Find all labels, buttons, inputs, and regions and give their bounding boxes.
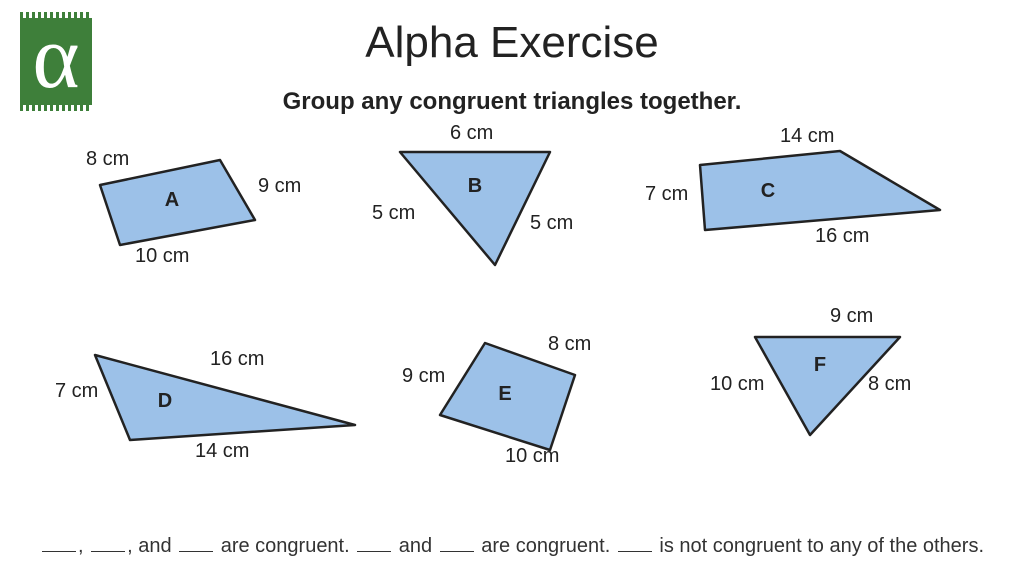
- footer-text: is not congruent to any of the others.: [654, 535, 984, 557]
- page-subtitle: Group any congruent triangles together.: [0, 88, 1024, 116]
- blank-6: [618, 534, 652, 552]
- triangle-C-side-left: 7 cm: [645, 183, 688, 206]
- triangles-area: A8 cm9 cm10 cmB6 cm5 cm5 cmC14 cm7 cm16 …: [0, 130, 1024, 510]
- svg-text:A: A: [165, 189, 179, 211]
- svg-text:E: E: [498, 383, 511, 405]
- triangle-D-side-top: 16 cm: [210, 348, 264, 371]
- triangle-E-side-bottom: 10 cm: [505, 445, 559, 468]
- triangle-C-side-bottom: 16 cm: [815, 225, 869, 248]
- svg-text:D: D: [158, 390, 172, 412]
- triangle-F-side-top: 9 cm: [830, 305, 873, 328]
- blank-2: [91, 534, 125, 552]
- triangle-D-side-left: 7 cm: [55, 380, 98, 403]
- triangle-E: E8 cm9 cm10 cm: [430, 335, 590, 460]
- triangle-A-side-top: 8 cm: [86, 148, 129, 171]
- triangle-A-side-bottom: 10 cm: [135, 245, 189, 268]
- page-title: Alpha Exercise: [0, 18, 1024, 68]
- triangle-D: D16 cm7 cm14 cm: [80, 345, 370, 455]
- triangle-F-side-right: 8 cm: [868, 373, 911, 396]
- triangle-D-side-bottom: 14 cm: [195, 440, 249, 463]
- triangle-F-side-left: 10 cm: [710, 373, 764, 396]
- svg-text:C: C: [761, 180, 775, 202]
- triangle-B: B6 cm5 cm5 cm: [380, 140, 570, 280]
- svg-text:B: B: [468, 175, 482, 197]
- triangle-F: F9 cm10 cm8 cm: [740, 325, 915, 445]
- footer-text: , and: [127, 535, 177, 557]
- footer-text: ,: [78, 535, 89, 557]
- blank-5: [440, 534, 474, 552]
- footer-text: are congruent.: [476, 535, 616, 557]
- triangle-B-side-right: 5 cm: [530, 212, 573, 235]
- svg-text:F: F: [814, 354, 826, 376]
- triangle-C-side-top: 14 cm: [780, 125, 834, 148]
- blank-4: [357, 534, 391, 552]
- footer-text: are congruent.: [215, 535, 355, 557]
- triangle-A: A8 cm9 cm10 cm: [80, 150, 280, 260]
- triangle-B-side-left: 5 cm: [372, 202, 415, 225]
- triangle-E-side-left: 9 cm: [402, 365, 445, 388]
- triangle-A-side-right: 9 cm: [258, 175, 301, 198]
- blank-3: [179, 534, 213, 552]
- triangle-E-side-top: 8 cm: [548, 333, 591, 356]
- triangle-B-side-top: 6 cm: [450, 122, 493, 145]
- answer-sentence: , , and are congruent. and are congruent…: [0, 534, 1024, 558]
- triangle-C: C14 cm7 cm16 cm: [680, 145, 950, 245]
- blank-1: [42, 534, 76, 552]
- footer-text: and: [393, 535, 437, 557]
